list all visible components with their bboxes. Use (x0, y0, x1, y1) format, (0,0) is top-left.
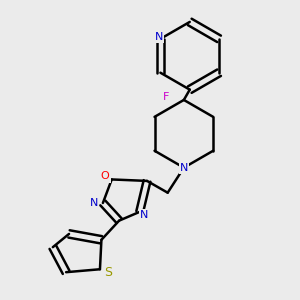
Text: N: N (90, 198, 98, 208)
Text: N: N (180, 163, 188, 173)
Text: N: N (155, 32, 163, 42)
Text: S: S (104, 266, 112, 279)
Text: O: O (101, 172, 110, 182)
Text: F: F (163, 92, 169, 102)
Text: N: N (140, 210, 148, 220)
